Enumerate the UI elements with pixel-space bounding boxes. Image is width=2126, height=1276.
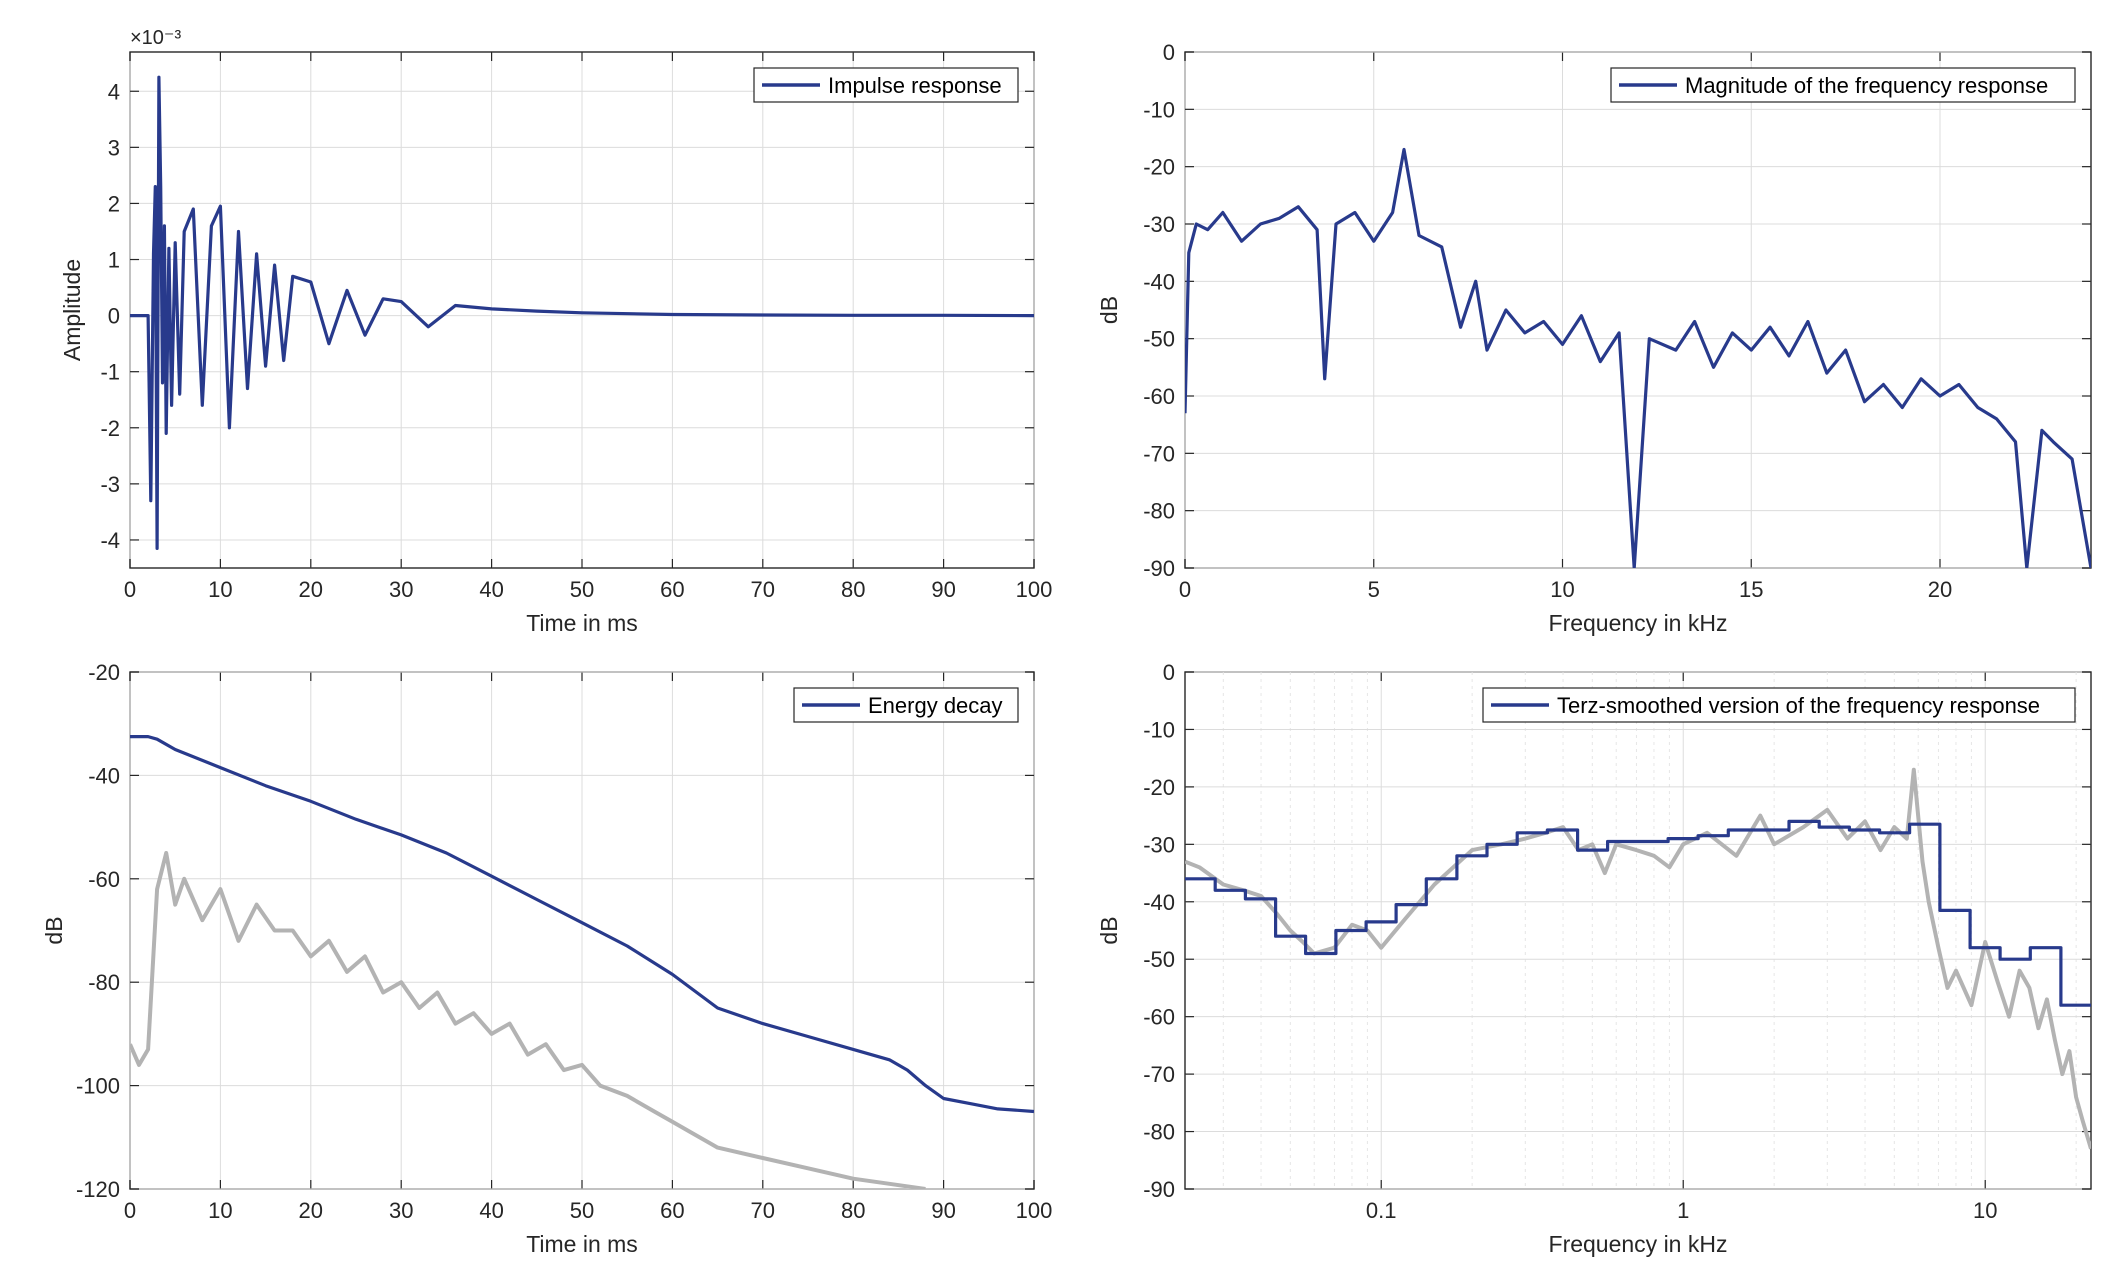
y-tick-label: -40 — [1143, 890, 1175, 915]
series-line-primary — [1185, 819, 2091, 1007]
y-tick-label: -100 — [76, 1074, 120, 1099]
y-axis-label: dB — [41, 916, 67, 944]
x-tick-label: 40 — [479, 577, 503, 602]
y-tick-label: -10 — [1143, 717, 1175, 742]
y-tick-label: -40 — [88, 763, 120, 788]
x-tick-label: 100 — [1016, 577, 1053, 602]
magnitude-response-panel: 0 5 10 15 20 0 -10 -20 -30 -40 -50 -60 -70 -80 -90 Freq… — [1096, 40, 2092, 636]
series-line-primary — [130, 75, 1034, 550]
x-tick-label: 50 — [570, 577, 594, 602]
y-tick-label: -90 — [1143, 556, 1175, 581]
series-line-secondary — [130, 851, 926, 1189]
y-tick-label: 1 — [108, 248, 120, 273]
x-tick-label: 15 — [1739, 577, 1763, 602]
exponent-label: ×10⁻³ — [130, 27, 181, 49]
y-tick-label: -50 — [1143, 327, 1175, 352]
y-tick-label: -3 — [100, 472, 120, 497]
x-tick-label: 0.1 — [1366, 1198, 1397, 1223]
x-tick-label: 60 — [660, 577, 684, 602]
y-tick-label: -60 — [1143, 1005, 1175, 1030]
y-tick-label: -80 — [1143, 499, 1175, 524]
legend-box — [1610, 67, 2076, 103]
x-axis-label: Frequency in kHz — [1549, 1231, 1728, 1257]
x-tick-label: 5 — [1368, 577, 1380, 602]
y-tick-label: -60 — [88, 867, 120, 892]
legend-label: Terz-smoothed version of the frequency r… — [1557, 693, 2040, 718]
y-tick-label: -20 — [1143, 155, 1175, 180]
series-line-primary — [1185, 147, 2091, 568]
impulse-response-panel: 0 10 20 30 40 50 60 70 80 90 100 -4 -3 -2 -1 0 1 2 3 4 Time … — [59, 27, 1052, 636]
x-tick-label: 90 — [931, 577, 955, 602]
x-tick-label: 1 — [1677, 1198, 1689, 1223]
y-tick-label: 0 — [1163, 660, 1175, 685]
y-tick-label: -90 — [1143, 1177, 1175, 1202]
series-line-primary — [130, 735, 1034, 1114]
x-tick-label: 10 — [1550, 577, 1574, 602]
plot-area — [1184, 671, 2092, 1190]
x-tick-label: 10 — [208, 577, 232, 602]
x-tick-label: 20 — [1928, 577, 1952, 602]
energy-decay-panel: 0 10 20 30 40 50 60 70 80 90 100 -20 -40 -60 -80 -100 -1… — [41, 660, 1052, 1257]
y-tick-label: 3 — [108, 135, 120, 160]
y-tick-label: -70 — [1143, 441, 1175, 466]
x-axis-label: Time in ms — [526, 1231, 638, 1257]
y-tick-label: -20 — [1143, 775, 1175, 800]
x-tick-label: 0 — [124, 1198, 136, 1223]
y-tick-label: -40 — [1143, 269, 1175, 294]
series-line-secondary — [1185, 767, 2091, 1150]
legend-label: Energy decay — [868, 693, 1003, 718]
x-tick-label: 10 — [1973, 1198, 1997, 1223]
y-tick-label: -20 — [88, 660, 120, 685]
x-tick-label: 50 — [570, 1198, 594, 1223]
legend-label: Magnitude of the frequency response — [1685, 73, 2048, 98]
x-tick-label: 40 — [479, 1198, 503, 1223]
legend-label: Impulse response — [828, 73, 1002, 98]
x-tick-label: 0 — [1179, 577, 1191, 602]
y-tick-label: 0 — [108, 304, 120, 329]
x-tick-label: 100 — [1016, 1198, 1053, 1223]
x-tick-label: 70 — [751, 1198, 775, 1223]
x-tick-label: 70 — [751, 577, 775, 602]
legend-box — [1482, 687, 2076, 723]
y-axis-label: dB — [1096, 916, 1122, 944]
x-tick-label: 30 — [389, 1198, 413, 1223]
x-tick-label: 80 — [841, 577, 865, 602]
y-tick-label: -10 — [1143, 97, 1175, 122]
y-tick-label: 4 — [108, 79, 120, 104]
y-tick-label: -80 — [1143, 1120, 1175, 1145]
x-tick-label: 80 — [841, 1198, 865, 1223]
y-tick-label: -50 — [1143, 947, 1175, 972]
y-tick-label: -30 — [1143, 212, 1175, 237]
y-tick-label: -60 — [1143, 384, 1175, 409]
x-tick-label: 30 — [389, 577, 413, 602]
y-axis-label: Amplitude — [59, 259, 85, 361]
y-tick-label: 0 — [1163, 40, 1175, 65]
y-tick-label: -120 — [76, 1177, 120, 1202]
x-tick-label: 90 — [931, 1198, 955, 1223]
y-axis-label: dB — [1096, 296, 1122, 324]
y-tick-label: -4 — [100, 528, 120, 553]
x-axis-label: Frequency in kHz — [1549, 610, 1728, 636]
y-tick-label: -30 — [1143, 832, 1175, 857]
y-tick-label: 2 — [108, 191, 120, 216]
y-tick-label: -2 — [100, 416, 120, 441]
y-tick-label: -80 — [88, 970, 120, 995]
x-tick-label: 10 — [208, 1198, 232, 1223]
y-tick-label: -70 — [1143, 1062, 1175, 1087]
x-axis-label: Time in ms — [526, 610, 638, 636]
x-tick-label: 20 — [299, 577, 323, 602]
x-tick-label: 20 — [299, 1198, 323, 1223]
terz-smoothed-panel: 0.1 1 10 0 -10 -20 -30 -40 -50 -60 -70 -80 -90 Freque… — [1096, 660, 2092, 1257]
x-tick-label: 60 — [660, 1198, 684, 1223]
y-tick-label: -1 — [100, 360, 120, 385]
x-tick-label: 0 — [124, 577, 136, 602]
